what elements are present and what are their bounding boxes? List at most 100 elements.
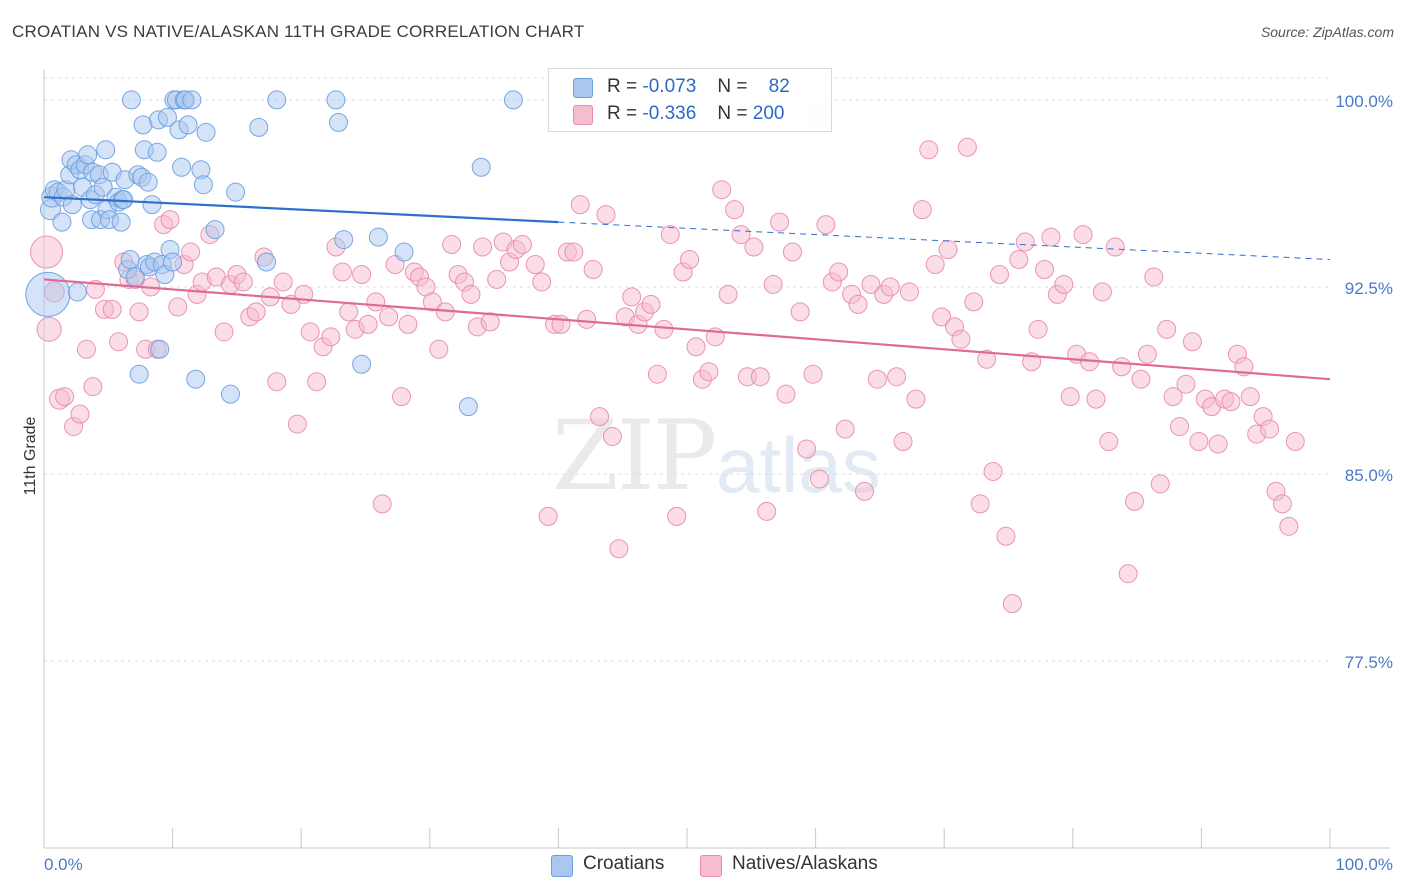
data-point <box>205 220 225 240</box>
data-point <box>1272 494 1292 514</box>
data-point <box>120 250 140 270</box>
data-point <box>893 432 913 452</box>
r-label: R = <box>607 76 638 97</box>
data-point <box>570 195 590 215</box>
tick-labels: 100.0% 92.5% 85.0% 77.5% 0.0% 100.0% <box>44 92 1393 874</box>
legend-row-text: R = -0.336 N = 200 <box>607 103 784 125</box>
data-point <box>76 339 96 359</box>
data-point <box>487 269 507 289</box>
data-point <box>181 242 201 262</box>
data-point <box>609 539 629 559</box>
data-point <box>654 319 674 339</box>
data-point <box>172 157 192 177</box>
data-point <box>214 322 234 342</box>
data-point <box>1144 267 1164 287</box>
data-point <box>925 255 945 274</box>
legend-row-text: R = -0.073 N = 82 <box>607 76 790 98</box>
data-point <box>1009 250 1029 270</box>
data-point <box>352 264 372 284</box>
data-point <box>366 292 386 312</box>
data-point <box>334 230 354 250</box>
data-point <box>718 284 738 304</box>
data-point <box>1035 259 1055 279</box>
data-point <box>458 397 478 417</box>
data-point <box>70 404 90 424</box>
data-point <box>233 272 253 292</box>
data-point <box>372 494 392 514</box>
data-point <box>157 107 177 127</box>
data-point <box>744 237 764 257</box>
data-point <box>919 140 939 160</box>
natives-swatch <box>573 105 593 125</box>
data-point <box>583 259 603 279</box>
data-point <box>62 195 82 215</box>
data-point <box>471 157 491 177</box>
croatians-trend-line <box>43 196 559 224</box>
data-point <box>1092 282 1112 302</box>
x-tick-label: 100.0% <box>1335 855 1393 874</box>
data-point <box>96 140 116 160</box>
data-point <box>111 212 131 232</box>
data-point <box>867 369 887 389</box>
data-point <box>964 292 984 312</box>
data-point <box>757 501 777 521</box>
data-point <box>121 90 141 110</box>
data-point <box>178 115 198 135</box>
data-point <box>564 242 584 262</box>
data-point <box>989 264 1009 284</box>
data-point <box>1112 357 1132 377</box>
data-point <box>394 242 414 262</box>
data-point <box>163 252 183 272</box>
data-point <box>1086 389 1106 409</box>
legend-label: Natives/Alaskans <box>732 853 878 874</box>
data-point <box>977 349 997 369</box>
data-point <box>686 337 706 357</box>
data-point <box>763 274 783 294</box>
data-point <box>622 287 642 307</box>
source-credit: Source: ZipAtlas.com <box>1260 24 1394 40</box>
data-point <box>1150 474 1170 494</box>
series-legend: Croatians Natives/Alaskans <box>0 850 1406 880</box>
data-point <box>129 364 149 384</box>
data-point <box>1189 432 1209 452</box>
data-point <box>147 142 167 162</box>
data-point <box>641 294 661 314</box>
data-point <box>332 262 352 282</box>
data-point <box>577 309 597 329</box>
data-point <box>699 362 719 382</box>
gridlines <box>44 77 1330 662</box>
data-point <box>321 327 341 347</box>
data-point <box>78 145 98 165</box>
data-point <box>138 172 158 192</box>
y-tick-label: 77.5% <box>1345 653 1393 672</box>
data-point <box>1285 432 1305 452</box>
data-point <box>731 225 751 245</box>
data-point <box>30 235 64 269</box>
natives-trend-line <box>43 278 1331 381</box>
data-point <box>1157 319 1177 339</box>
data-point <box>1002 594 1022 614</box>
n-label: N = <box>717 76 748 97</box>
data-point <box>1099 432 1119 452</box>
data-point <box>667 506 687 526</box>
data-point <box>267 372 287 392</box>
data-point <box>532 272 552 292</box>
data-point <box>339 302 359 322</box>
data-point <box>1170 417 1190 437</box>
data-point <box>358 314 378 334</box>
data-point <box>442 235 462 255</box>
data-point <box>1073 225 1093 245</box>
trend-lines <box>43 196 1331 381</box>
natives-swatch <box>700 855 722 877</box>
data-point <box>392 387 412 407</box>
watermark-zip: ZIP <box>552 400 717 512</box>
data-point <box>461 284 481 304</box>
data-point <box>803 364 823 384</box>
data-point <box>150 339 170 359</box>
data-point <box>770 212 790 232</box>
data-point <box>996 526 1016 546</box>
data-point <box>647 364 667 384</box>
data-point <box>1260 419 1280 439</box>
data-point <box>797 439 817 459</box>
data-point <box>129 302 149 322</box>
